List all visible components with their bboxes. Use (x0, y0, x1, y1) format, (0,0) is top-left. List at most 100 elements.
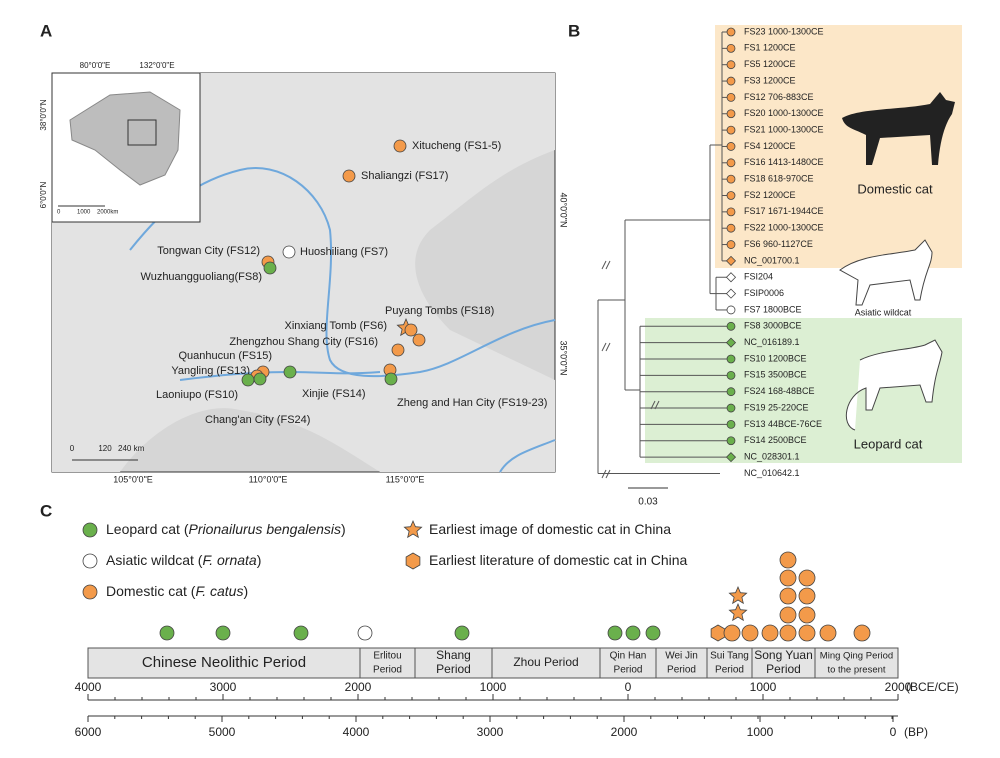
clade-label: Leopard cat (854, 436, 923, 451)
timeline-point (779, 551, 797, 569)
lat-label: 35°0'0"N (559, 340, 569, 375)
tip-label: FS7 1800BCE (744, 304, 802, 314)
branch (601, 469, 607, 479)
cat-icon (839, 239, 933, 306)
scale-label: 240 km (118, 444, 145, 453)
tip-label: FS6 960-1127CE (744, 239, 813, 249)
domestic-clade-box (715, 25, 962, 268)
site-marker (391, 343, 405, 357)
tip-marker (725, 272, 737, 283)
tip-marker (725, 452, 737, 463)
branch (601, 260, 607, 270)
tip-marker (726, 109, 736, 119)
timeline-point (798, 606, 816, 624)
clade-label: Asiatic wildcat (855, 307, 912, 317)
tip-marker (726, 207, 736, 217)
site-label: Quanhucun (FS15) (178, 350, 272, 362)
legend-text: F. ornata (202, 552, 256, 568)
tip-marker (725, 337, 737, 348)
tip-marker (726, 321, 736, 331)
scale-label: 120 (98, 444, 112, 453)
period-label: Zhou Period (513, 655, 578, 669)
inset-lat-label: 38°0'0"N (39, 99, 48, 130)
legend-marker (403, 519, 423, 539)
tip-label: NC_001700.1 (744, 255, 800, 265)
tip-label: FS22 1000-1300CE (744, 223, 824, 233)
site-marker (263, 261, 277, 275)
tip-marker (726, 223, 736, 233)
period-label: Period (766, 662, 801, 676)
tick-label: 0 (625, 680, 632, 694)
axis-unit: (BP) (904, 725, 928, 739)
timeline-point (645, 625, 661, 641)
tip-label: FS18 618-970CE (744, 174, 814, 184)
site-label: Wuzhuangguoliang(FS8) (141, 271, 262, 283)
site-label: Puyang Tombs (FS18) (385, 305, 494, 317)
legend-text: Earliest literature of domestic cat in C… (429, 552, 688, 568)
timeline-point (607, 625, 623, 641)
tick-label: 2000 (345, 680, 372, 694)
period-label: Ming Qing Period (820, 651, 893, 662)
tip-marker (726, 354, 736, 364)
axis-unit: (BCE/CE) (906, 680, 959, 694)
legend-label: Earliest literature of domestic cat in C… (429, 552, 688, 568)
timeline-point (728, 602, 748, 622)
tip-marker (726, 240, 736, 249)
timeline-point (798, 569, 816, 587)
tip-marker (726, 419, 736, 429)
period-label: to the present (827, 665, 885, 676)
tip-marker (726, 76, 736, 86)
tip-marker (726, 43, 736, 53)
tick-label: 3000 (210, 680, 237, 694)
timeline-point (798, 587, 816, 605)
panel-label: C (40, 501, 52, 520)
legend-text: Prionailurus bengalensis (189, 521, 342, 537)
tip-label: FS3 1200CE (744, 75, 796, 85)
tip-label: NC_028301.1 (744, 451, 800, 461)
legend-label: Domestic cat (F. catus) (106, 583, 248, 599)
legend-text: Earliest image of domestic cat in China (429, 521, 671, 537)
branch (605, 342, 611, 352)
period-label: Wei Jin (665, 651, 698, 662)
inset-lon-label: 132°0'0"E (139, 61, 174, 70)
tip-label: FS1 1200CE (744, 43, 796, 53)
timeline-point (779, 606, 797, 624)
tree (597, 25, 962, 479)
timeline-point (728, 585, 748, 605)
site-label: Huoshiliang (FS7) (300, 246, 388, 258)
tick-label: 6000 (75, 725, 102, 739)
period-label: Sui Tang (710, 651, 749, 662)
scale-label: 0.03 (638, 497, 658, 508)
tip-marker (726, 191, 736, 200)
inset-scale-label: 1000 (77, 210, 91, 216)
period-label: Period (667, 665, 696, 676)
tick-label: 1000 (750, 680, 777, 694)
tick-label: 4000 (75, 680, 102, 694)
clade-label: Domestic cat (857, 181, 933, 196)
site-marker (384, 372, 398, 386)
legend-marker (82, 522, 98, 538)
tip-marker (726, 93, 736, 102)
timeline-point (723, 624, 741, 642)
inset-box (127, 119, 157, 146)
timeline-point (293, 625, 309, 641)
timeline-point (779, 569, 797, 587)
legend-marker (82, 553, 98, 569)
inset-scale-label: 2000km (97, 210, 118, 216)
site-label: Xitucheng (FS1-5) (412, 140, 501, 152)
tip-label: FS2 1200CE (744, 190, 796, 200)
tip-label: FS16 1413-1480CE (744, 157, 824, 167)
site-marker (253, 372, 267, 386)
tick-label: 1000 (747, 725, 774, 739)
tip-label: FSIP0006 (744, 288, 784, 298)
site-marker (283, 365, 297, 379)
tip-marker (726, 403, 736, 413)
timeline-point (779, 587, 797, 605)
timeline-point (357, 625, 373, 641)
legend-text: ) (257, 552, 262, 568)
cat-icon (842, 92, 955, 165)
branch (605, 469, 611, 479)
tip-label: FS20 1000-1300CE (744, 108, 824, 118)
legend-text: Asiatic wildcat ( (106, 552, 203, 568)
site-label: Zheng and Han City (FS19-23) (397, 397, 547, 409)
